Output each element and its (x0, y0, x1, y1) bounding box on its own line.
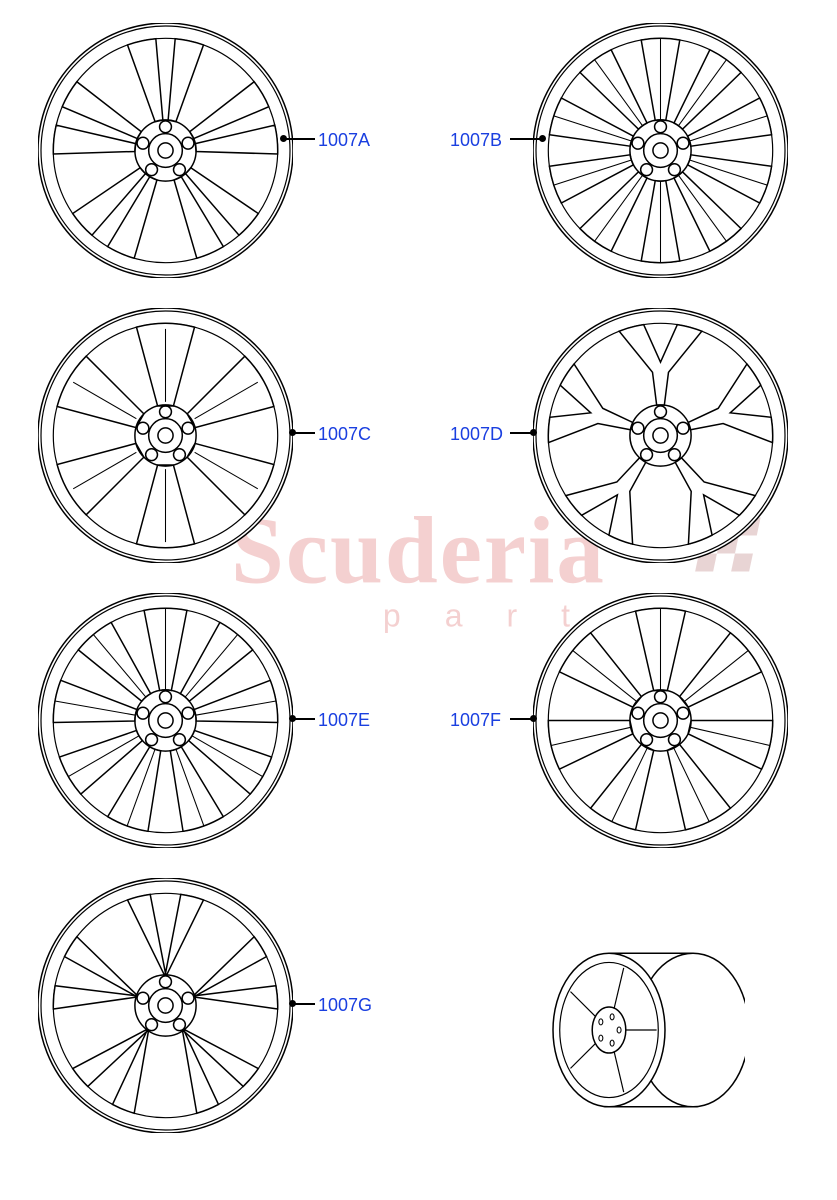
label-C[interactable]: 1007C (318, 424, 371, 445)
leader-dot-A (280, 135, 287, 142)
label-B[interactable]: 1007B (450, 130, 502, 151)
wheel-F (533, 593, 788, 853)
wheel-perspective (545, 950, 745, 1115)
wheel-E (38, 593, 293, 853)
wheel-C (38, 308, 293, 568)
label-A[interactable]: 1007A (318, 130, 370, 151)
leader-dot-F (530, 715, 537, 722)
label-G[interactable]: 1007G (318, 995, 372, 1016)
label-E[interactable]: 1007E (318, 710, 370, 731)
label-D[interactable]: 1007D (450, 424, 503, 445)
wheel-G (38, 878, 293, 1138)
diagram-canvas: Scuderia parts 1007A 1007B 1007C 1007D 1… (0, 0, 837, 1200)
wheel-B (533, 23, 788, 283)
wheel-D (533, 308, 788, 568)
leader-A (283, 138, 315, 140)
leader-B (510, 138, 542, 140)
leader-dot-G (289, 1000, 296, 1007)
leader-dot-D (530, 429, 537, 436)
leader-dot-E (289, 715, 296, 722)
leader-dot-B (539, 135, 546, 142)
label-F[interactable]: 1007F (450, 710, 501, 731)
leader-dot-C (289, 429, 296, 436)
wheel-A (38, 23, 293, 283)
